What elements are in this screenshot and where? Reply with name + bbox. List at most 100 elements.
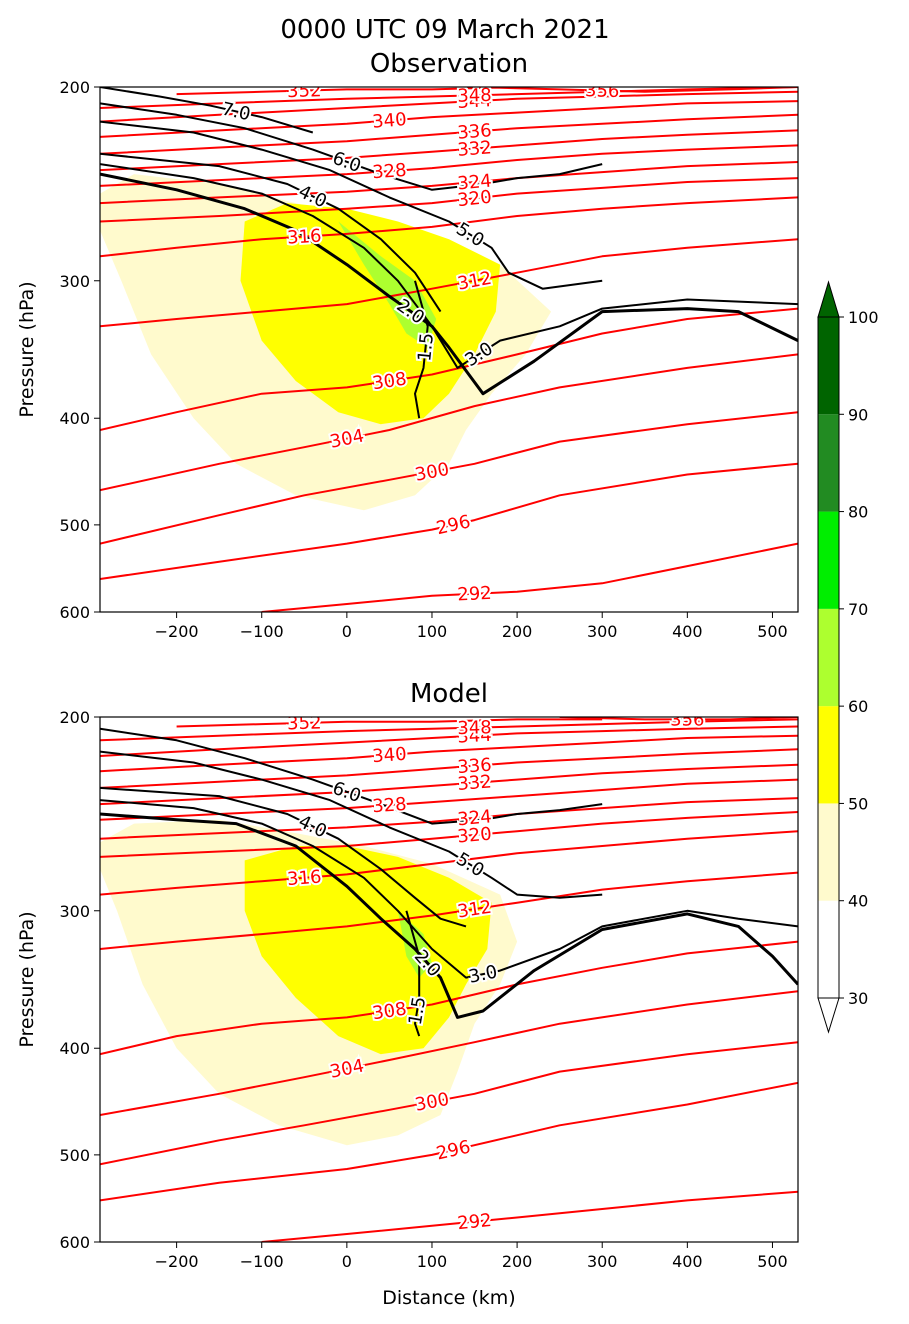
pv-contour-2	[100, 172, 798, 396]
theta-contour-308	[100, 307, 798, 431]
theta-contour-label: 344	[457, 90, 492, 113]
y-axis-label: Pressure (hPa)	[16, 911, 38, 1047]
theta-label-group: 348	[455, 87, 494, 109]
theta-contour-300	[100, 411, 798, 545]
theta-contour-312	[100, 871, 798, 950]
plot-frame	[99, 716, 799, 1243]
plot-area: 2922963003043083123163203243283323363403…	[100, 709, 798, 1242]
theta-contour-label: 328	[372, 160, 408, 183]
y-tick-label: 300	[59, 902, 90, 921]
x-tick-label: 300	[587, 622, 618, 641]
theta-contour-label: 336	[457, 120, 493, 144]
theta-label-group: 340	[369, 107, 409, 135]
theta-contour-label: 340	[371, 109, 407, 133]
plot-area: 2922963003043083123163203243283323363403…	[100, 80, 798, 612]
y-axis-label: Pressure (hPa)	[16, 281, 38, 417]
colorbar-tick-label: 90	[848, 405, 868, 424]
theta-contour-352	[176, 718, 603, 728]
pv-contour-5	[100, 120, 603, 290]
theta-contour-label: 336	[457, 755, 493, 779]
x-tick-label: 400	[672, 1252, 703, 1271]
theta-label-group: 316	[284, 864, 324, 892]
pv-contour-6	[100, 727, 603, 825]
colorbar-frame	[817, 316, 840, 999]
theta-label-group: 296	[432, 1134, 474, 1166]
colorbar-tick-label: 40	[848, 892, 868, 911]
y-tick-label: 500	[59, 1146, 90, 1165]
theta-contour-324	[100, 797, 798, 840]
theta-contour-356	[474, 87, 798, 93]
theta-contour-label: 312	[456, 897, 493, 923]
pv-contour-4	[100, 786, 467, 928]
theta-label-group: 352	[285, 712, 324, 736]
pv-contour-4	[100, 152, 442, 313]
pv-contour-6	[100, 102, 603, 191]
pv-label-group: 6.0	[328, 776, 366, 809]
theta-contour-label: 332	[457, 771, 493, 794]
theta-contour-label: 296	[434, 1136, 472, 1164]
y-tick-label: 200	[59, 78, 90, 97]
y-tick-label: 500	[59, 516, 90, 535]
theta-label-group: 332	[455, 135, 495, 162]
theta-contour-label: 356	[670, 709, 704, 730]
theta-contour-316	[100, 196, 798, 258]
theta-label-group: 348	[455, 717, 494, 741]
x-tick-label: 300	[587, 1252, 618, 1271]
panels: 2922963003043083123163203243283323363403…	[16, 49, 799, 1309]
y-tick-label: 200	[59, 708, 90, 727]
x-tick-label: −200	[155, 1252, 199, 1271]
theta-label-group: 336	[455, 753, 495, 781]
colorbar-tick-label: 50	[848, 794, 868, 813]
theta-contour-label: 308	[371, 368, 408, 394]
colorbar-extend-bottom	[817, 997, 840, 1034]
panel-2: 2922963003043083123163203243283323363403…	[16, 679, 799, 1309]
colorbar-tick-label: 30	[848, 989, 868, 1008]
theta-contour-336	[100, 113, 798, 155]
theta-contour-label: 296	[434, 511, 472, 539]
x-tick-label: 100	[417, 622, 448, 641]
theta-label-group: 352	[285, 80, 324, 104]
colorbar: 30 40 50 60 70 80 90 100	[817, 280, 879, 1034]
theta-label-group: 292	[455, 581, 494, 608]
theta-contour-296	[100, 1081, 798, 1202]
theta-contour-label: 324	[456, 170, 492, 194]
pv-label-group: 1.5	[412, 330, 440, 365]
x-tick-label: 200	[502, 1252, 533, 1271]
theta-contour-300	[100, 1041, 798, 1166]
theta-contour-label: 352	[287, 80, 322, 102]
x-tick-label: 200	[502, 622, 533, 641]
fill-region-50-60	[244, 846, 492, 1055]
colorbar-tick-label: 80	[848, 503, 868, 522]
colorbar-tick-label: 100	[848, 308, 879, 327]
x-tick-label: 400	[672, 622, 703, 641]
theta-label-group: 316	[285, 224, 325, 251]
colorbar-segment-30-40	[818, 900, 839, 998]
pv-contour-2	[100, 812, 798, 1019]
theta-contour-344	[100, 725, 798, 757]
theta-contour-label: 352	[287, 712, 322, 734]
theta-contour-340	[100, 100, 798, 138]
colorbar-segment-90-100	[818, 317, 839, 415]
theta-contour-label: 292	[457, 583, 492, 606]
pv-contour-label: 1.5	[414, 332, 438, 363]
x-tick-label: −200	[155, 622, 199, 641]
theta-contour-label: 332	[457, 137, 493, 160]
theta-contour-332	[100, 129, 798, 172]
y-tick-label: 400	[59, 1039, 90, 1058]
theta-contour-label: 356	[585, 80, 620, 102]
x-tick-label: −100	[240, 622, 284, 641]
theta-contour-292	[261, 1190, 798, 1242]
pv-contour-7	[100, 87, 314, 134]
y-tick-label: 600	[59, 1233, 90, 1252]
theta-label-group: 340	[370, 742, 410, 770]
theta-contour-label: 324	[456, 806, 492, 830]
theta-label-group: 344	[455, 723, 494, 750]
theta-contour-320	[100, 811, 798, 858]
plot-frame	[99, 86, 799, 613]
colorbar-extend-top	[817, 280, 840, 318]
theta-contour-label: 348	[457, 717, 492, 739]
theta-contour-308	[100, 940, 798, 1056]
theta-contour-label: 344	[457, 725, 492, 748]
x-tick-label: 0	[342, 1252, 352, 1271]
theta-contour-292	[261, 542, 798, 612]
